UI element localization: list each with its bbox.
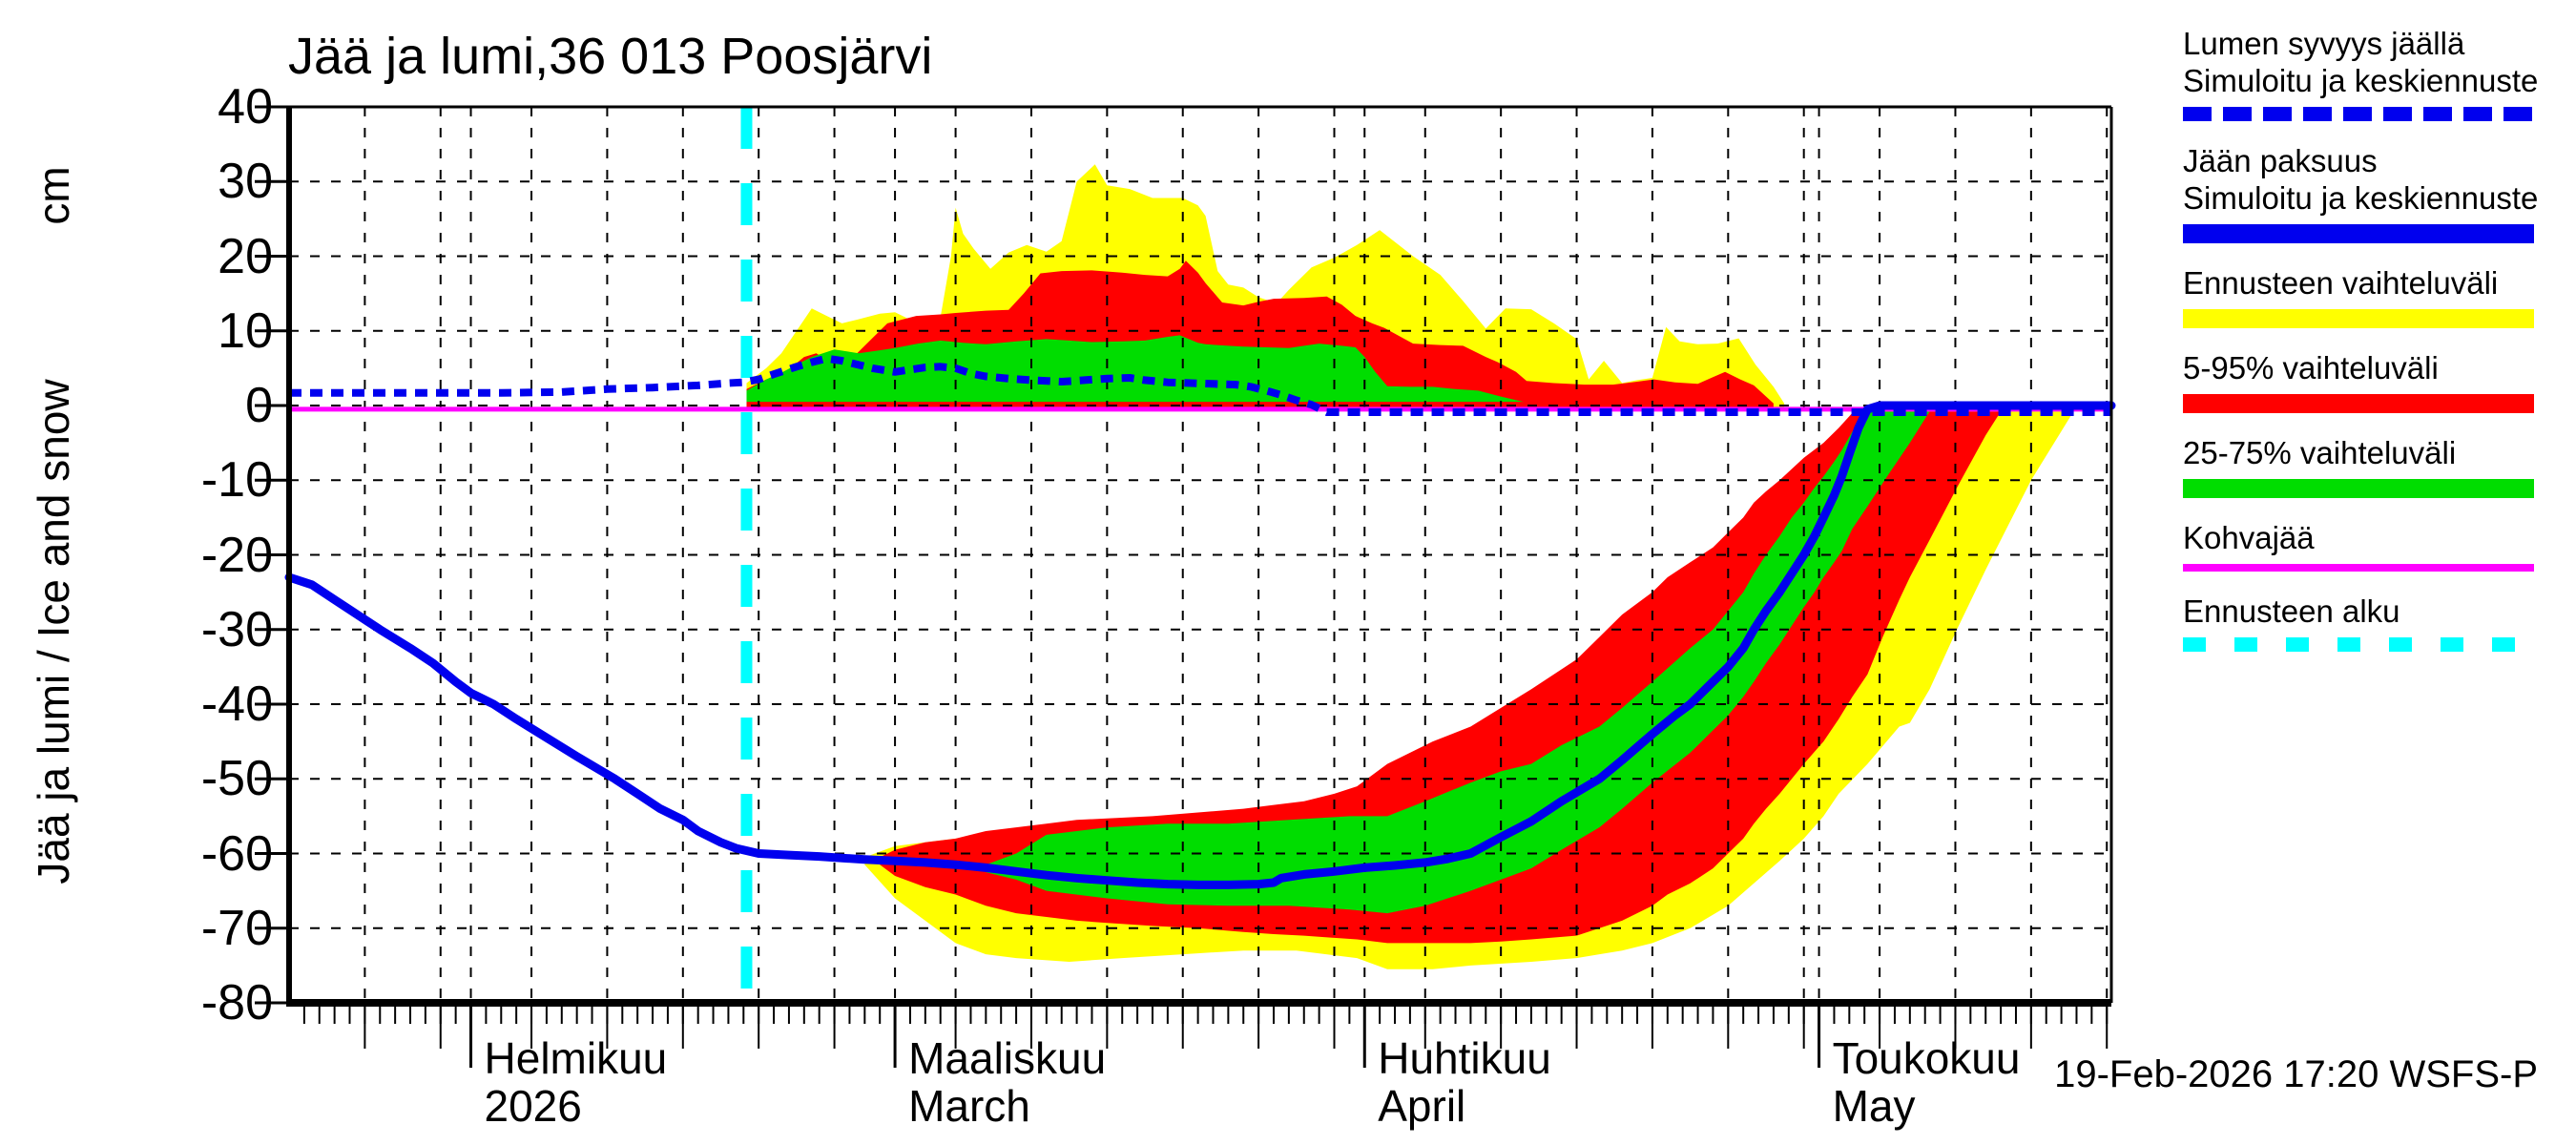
y-tick-label: -20 <box>200 527 273 583</box>
y-tick-label: -30 <box>200 601 273 657</box>
month-name-sub: March <box>908 1081 1030 1131</box>
timestamp: 19-Feb-2026 17:20 WSFS-P <box>2054 1053 2538 1095</box>
legend-entry: Ennusteen vaihteluväli <box>2183 264 2555 328</box>
y-tick-label: -60 <box>200 825 273 882</box>
legend-label: Lumen syvyys jäällä <box>2183 26 2465 61</box>
legend-swatch-blue-solid <box>2183 224 2534 243</box>
legend-label: Jään paksuus <box>2183 143 2378 178</box>
x-month-label: Maaliskuu March <box>908 1036 1106 1128</box>
y-tick-label: 20 <box>218 228 273 284</box>
legend-label: 5-95% vaihteluväli <box>2183 350 2439 385</box>
legend-entry: Kohvajää <box>2183 519 2555 572</box>
y-tick-label: -10 <box>200 452 273 509</box>
legend-label: 25-75% vaihteluväli <box>2183 435 2457 470</box>
legend-swatch-yellow <box>2183 309 2534 328</box>
legend-entry: Ennusteen alku <box>2183 593 2555 652</box>
legend: Lumen syvyys jäällä Simuloitu ja keskienn… <box>2183 25 2555 673</box>
month-name-sub: May <box>1832 1081 1916 1131</box>
snow-band-green <box>746 335 1524 403</box>
legend-entry: 5-95% vaihteluväli <box>2183 349 2555 413</box>
legend-label: Simuloitu ja keskiennuste <box>2183 180 2539 216</box>
ice-thickness-line <box>284 401 2116 889</box>
y-tick-label: -50 <box>200 751 273 807</box>
x-month-label: Huhtikuu April <box>1378 1036 1551 1128</box>
chart-title: Jää ja lumi,36 013 Poosjärvi <box>288 28 933 85</box>
legend-swatch-cyan-dashed <box>2183 637 2534 652</box>
month-name-fi: Toukokuu <box>1832 1033 2021 1083</box>
legend-label: Ennusteen vaihteluväli <box>2183 265 2499 301</box>
legend-swatch-red <box>2183 394 2534 413</box>
legend-entry: 25-75% vaihteluväli <box>2183 434 2555 498</box>
y-tick-label: -80 <box>200 975 273 1030</box>
y-tick-label: -40 <box>200 677 273 732</box>
y-tick-label: 10 <box>218 302 273 359</box>
y-tick-label: -70 <box>200 900 273 956</box>
month-name-sub: April <box>1378 1081 1466 1131</box>
legend-swatch-blue-dashed <box>2183 107 2534 121</box>
month-name-sub: 2026 <box>484 1081 582 1131</box>
legend-label: Kohvajää <box>2183 520 2315 555</box>
legend-swatch-green <box>2183 479 2534 498</box>
legend-label: Ennusteen alku <box>2183 593 2400 629</box>
ice-band-red <box>880 411 2002 944</box>
legend-entry: Jään paksuus Simuloitu ja keskiennuste <box>2183 142 2555 243</box>
y-tick-label: 40 <box>218 79 273 135</box>
legend-entry: Lumen syvyys jäällä Simuloitu ja keskienn… <box>2183 25 2555 121</box>
month-name-fi: Helmikuu <box>484 1033 668 1083</box>
snow-depth-line <box>289 354 2111 416</box>
x-month-label: Toukokuu May <box>1833 1036 2021 1128</box>
x-month-label: Helmikuu 2026 <box>485 1036 668 1128</box>
month-name-fi: Huhtikuu <box>1378 1033 1551 1083</box>
y-tick-label: 30 <box>218 154 273 210</box>
legend-label: Simuloitu ja keskiennuste <box>2183 63 2539 98</box>
month-name-fi: Maaliskuu <box>908 1033 1107 1083</box>
y-tick-label: 0 <box>245 378 273 433</box>
legend-swatch-magenta <box>2183 564 2534 572</box>
ice-band-green <box>986 411 1930 914</box>
